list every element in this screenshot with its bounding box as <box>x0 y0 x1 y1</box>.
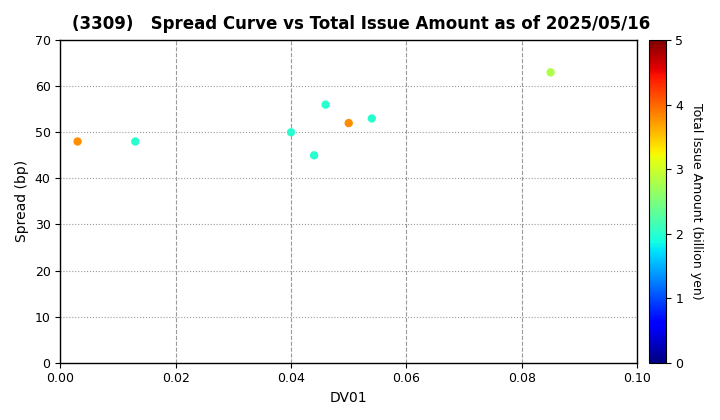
Point <box>545 69 557 76</box>
Point <box>285 129 297 136</box>
X-axis label: DV01: DV01 <box>330 391 367 405</box>
Point <box>320 101 331 108</box>
Y-axis label: Total Issue Amount (billion yen): Total Issue Amount (billion yen) <box>690 103 703 300</box>
Point <box>343 120 354 126</box>
Point <box>308 152 320 159</box>
Point <box>130 138 141 145</box>
Text: (3309)   Spread Curve vs Total Issue Amount as of 2025/05/16: (3309) Spread Curve vs Total Issue Amoun… <box>72 15 650 33</box>
Y-axis label: Spread (bp): Spread (bp) <box>15 160 29 242</box>
Point <box>72 138 84 145</box>
Point <box>366 115 377 122</box>
